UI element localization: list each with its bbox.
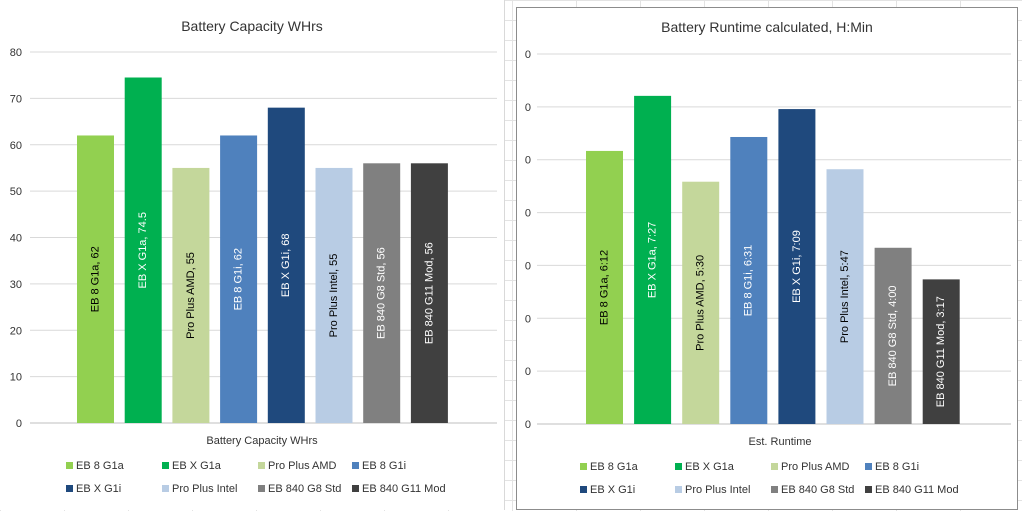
bar[interactable] [730, 136, 768, 424]
legend-swatch [865, 486, 872, 493]
bar-data-label: Pro Plus Intel, 55 [328, 254, 340, 338]
legend-label[interactable]: Pro Plus Intel [172, 483, 237, 495]
y-tick-label: 0 [525, 419, 531, 431]
bar-data-label: EB 840 G11 Mod, 3:17 [935, 296, 947, 407]
bar[interactable] [220, 135, 258, 423]
legend-label[interactable]: EB 8 G1i [875, 461, 919, 473]
legend-label[interactable]: Pro Plus AMD [268, 460, 337, 472]
legend-label[interactable]: EB X G1i [590, 484, 635, 496]
x-axis-label: Est. Runtime [749, 436, 812, 448]
legend-swatch [675, 463, 682, 470]
bar-data-label: EB 8 G1a, 62 [89, 246, 101, 312]
legend-label[interactable]: EB 840 G11 Mod [362, 483, 446, 495]
bar[interactable] [315, 167, 353, 423]
legend-label[interactable]: EB X G1i [76, 483, 121, 495]
legend-swatch [258, 462, 265, 469]
y-tick-label: 0 [525, 49, 531, 61]
y-tick-label: 30 [10, 279, 22, 291]
legend-swatch [352, 485, 359, 492]
bar[interactable] [874, 247, 912, 424]
y-tick-label: 0 [525, 366, 531, 378]
bar-data-label: EB 8 G1i, 6:31 [743, 245, 755, 317]
y-tick-label: 20 [10, 325, 22, 337]
legend-swatch [580, 463, 587, 470]
y-tick-label: 10 [10, 372, 22, 384]
legend-label[interactable]: EB 840 G8 Std [781, 484, 854, 496]
bar[interactable] [124, 77, 162, 423]
x-axis-label: Battery Capacity WHrs [206, 435, 318, 447]
legend-label[interactable]: EB 840 G11 Mod [875, 484, 959, 496]
y-tick-label: 70 [10, 93, 22, 105]
y-tick-label: 60 [10, 140, 22, 152]
bar-data-label: EB 8 G1i, 62 [233, 248, 245, 310]
capacity-chart-svg: Battery Capacity WHrs 0 10 20 30 40 50 60 70 80 EB… [10, 18, 497, 495]
legend-label[interactable]: Pro Plus AMD [781, 461, 850, 473]
bar-data-label: EB 8 G1a, 6:12 [598, 250, 610, 325]
legend-label[interactable]: Pro Plus Intel [685, 484, 750, 496]
legend-swatch [162, 462, 169, 469]
bar[interactable] [586, 150, 623, 424]
bar[interactable] [363, 163, 401, 424]
runtime-chart[interactable]: Battery Runtime calculated, H:Min 0 0 0 0 0 0 0… [516, 7, 1018, 510]
bar-data-label: EB X G1i, 68 [280, 234, 292, 298]
y-tick-label: 0 [525, 155, 531, 167]
y-tick-label: 0 [525, 208, 531, 220]
legend-swatch [675, 486, 682, 493]
y-tick-label: 0 [16, 418, 22, 430]
legend-swatch [258, 485, 265, 492]
y-tick-label: 50 [10, 186, 22, 198]
bar[interactable] [410, 163, 448, 424]
runtime-chart-svg: Battery Runtime calculated, H:Min 0 0 0 0 0 0 0… [525, 19, 1011, 496]
bar[interactable] [826, 169, 864, 424]
bar-data-label: EB X G1a, 74.5 [137, 212, 149, 288]
bar-data-label: EB X G1i, 7:09 [791, 230, 803, 303]
legend-label[interactable]: EB 840 G8 Std [268, 483, 341, 495]
y-tick-label: 0 [525, 260, 531, 272]
legend-label[interactable]: EB 8 G1a [76, 460, 125, 472]
legend-label[interactable]: EB 8 G1i [362, 460, 406, 472]
legend-label[interactable]: EB X G1a [172, 460, 222, 472]
legend-swatch [580, 486, 587, 493]
legend-swatch [865, 463, 872, 470]
bar[interactable] [682, 181, 720, 424]
bar-data-label: EB 840 G11 Mod, 56 [423, 242, 435, 344]
bar-data-label: EB 840 G8 Std, 56 [376, 247, 388, 339]
legend-swatch [162, 485, 169, 492]
legend-label[interactable]: EB X G1a [685, 461, 735, 473]
bar[interactable] [172, 167, 210, 423]
bar[interactable] [634, 95, 672, 424]
bar[interactable] [77, 135, 114, 423]
bar-data-label: Pro Plus AMD, 5:30 [695, 255, 707, 351]
y-tick-label: 0 [525, 102, 531, 114]
y-tick-label: 80 [10, 47, 22, 59]
legend-swatch [66, 485, 73, 492]
capacity-chart[interactable]: Battery Capacity WHrs 0 10 20 30 40 50 60 70 80 EB… [0, 0, 505, 510]
bar-data-label: EB 840 G8 Std, 4:00 [887, 285, 899, 386]
chart-title: Battery Capacity WHrs [181, 18, 323, 34]
bar-data-label: Pro Plus AMD, 55 [185, 252, 197, 339]
y-tick-label: 40 [10, 233, 22, 245]
bar-data-label: EB X G1a, 7:27 [647, 222, 659, 298]
legend-swatch [771, 486, 778, 493]
bar-data-label: Pro Plus Intel, 5:47 [839, 250, 851, 343]
legend-swatch [771, 463, 778, 470]
bar[interactable] [267, 107, 305, 424]
bar[interactable] [922, 279, 960, 424]
y-tick-label: 0 [525, 313, 531, 325]
chart-title: Battery Runtime calculated, H:Min [661, 19, 873, 35]
legend-swatch [352, 462, 359, 469]
legend-swatch [66, 462, 73, 469]
legend-label[interactable]: EB 8 G1a [590, 461, 639, 473]
bar[interactable] [778, 109, 816, 424]
